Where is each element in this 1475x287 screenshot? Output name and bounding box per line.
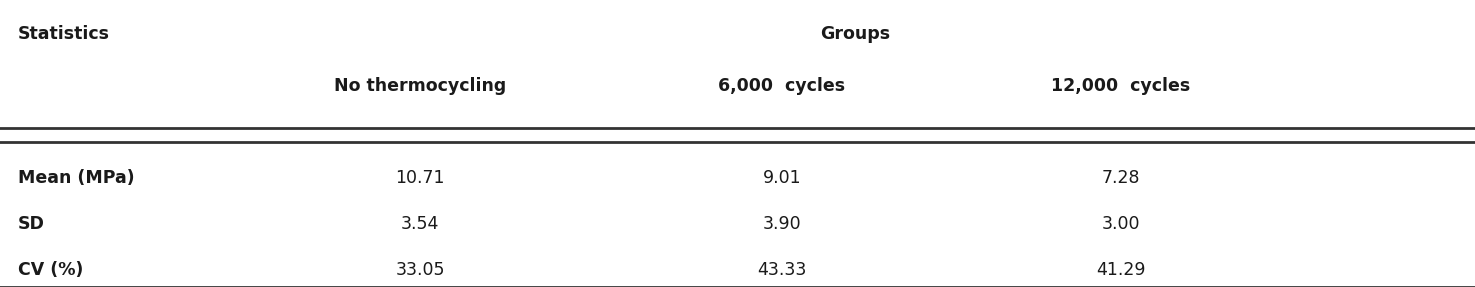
Text: No thermocycling: No thermocycling xyxy=(335,77,506,95)
Text: 10.71: 10.71 xyxy=(395,169,445,187)
Text: 3.90: 3.90 xyxy=(763,215,801,233)
Text: 33.05: 33.05 xyxy=(395,261,445,279)
Text: SD: SD xyxy=(18,215,44,233)
Text: Mean (MPa): Mean (MPa) xyxy=(18,169,134,187)
Text: 6,000  cycles: 6,000 cycles xyxy=(718,77,845,95)
Text: 43.33: 43.33 xyxy=(757,261,807,279)
Text: 3.54: 3.54 xyxy=(401,215,440,233)
Text: CV (%): CV (%) xyxy=(18,261,83,279)
Text: 41.29: 41.29 xyxy=(1096,261,1146,279)
Text: Statistics: Statistics xyxy=(18,26,109,43)
Text: 9.01: 9.01 xyxy=(763,169,801,187)
Text: 12,000  cycles: 12,000 cycles xyxy=(1052,77,1190,95)
Text: 3.00: 3.00 xyxy=(1102,215,1140,233)
Text: Groups: Groups xyxy=(820,26,891,43)
Text: 7.28: 7.28 xyxy=(1102,169,1140,187)
